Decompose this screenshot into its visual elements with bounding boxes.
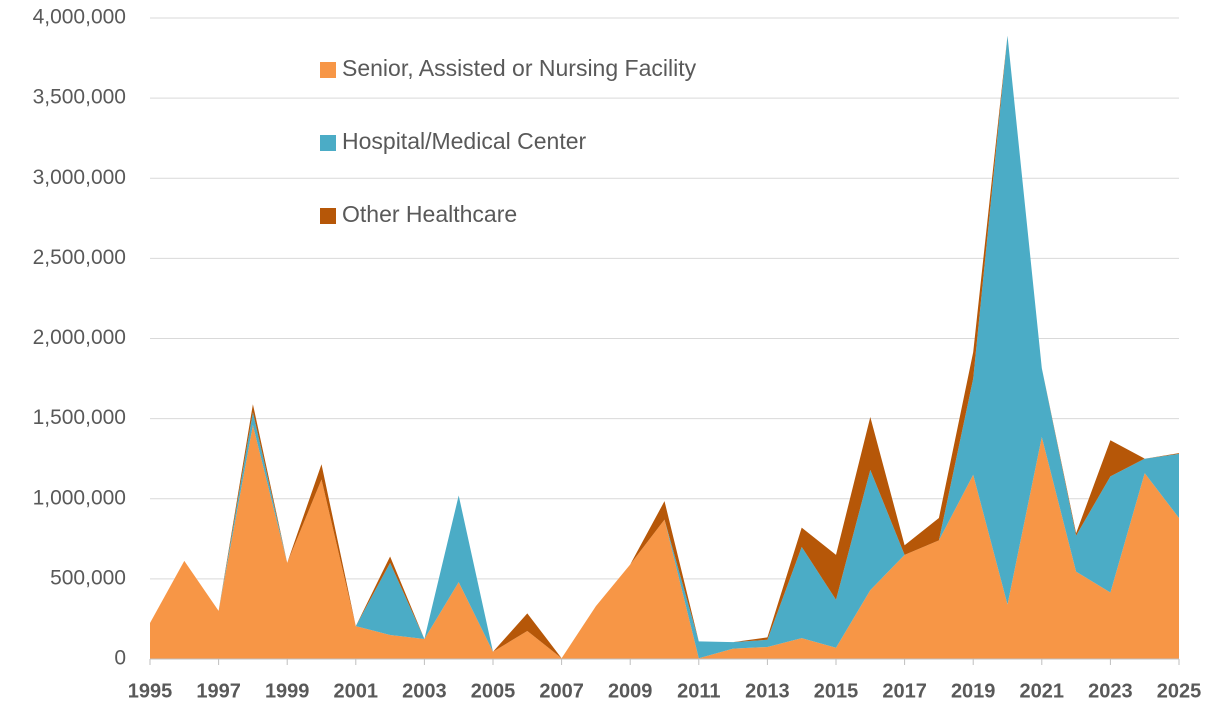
x-tick-label: 2013 [745, 680, 790, 702]
x-tick-label: 2011 [677, 680, 720, 702]
legend-label: Hospital/Medical Center [342, 128, 587, 154]
x-tick-label: 2001 [334, 680, 379, 702]
y-tick-label: 2,500,000 [33, 246, 126, 269]
x-tick-label: 2019 [951, 680, 996, 702]
legend-swatch [320, 208, 336, 224]
x-tick-label: 1999 [265, 680, 310, 702]
y-tick-label: 1,500,000 [33, 406, 126, 429]
legend-swatch [320, 135, 336, 151]
x-tick-label: 2005 [471, 680, 516, 702]
x-tick-label: 2015 [814, 680, 859, 702]
x-tick-label: 2009 [608, 680, 653, 702]
x-tick-label: 1995 [128, 680, 173, 702]
legend-swatch [320, 62, 336, 78]
x-tick-label: 2025 [1157, 680, 1202, 702]
x-tick-label: 2021 [1020, 680, 1065, 702]
y-tick-label: 4,000,000 [33, 6, 126, 29]
y-tick-label: 1,000,000 [33, 486, 126, 509]
y-tick-label: 3,000,000 [33, 166, 126, 189]
x-tick-label: 2007 [539, 680, 584, 702]
x-tick-label: 2003 [402, 680, 447, 702]
y-tick-label: 0 [114, 647, 126, 670]
x-tick-label: 2023 [1088, 680, 1133, 702]
legend-label: Senior, Assisted or Nursing Facility [342, 55, 697, 81]
area [150, 425, 1179, 659]
x-tick-label: 2017 [882, 680, 927, 702]
y-tick-label: 2,000,000 [33, 326, 126, 349]
y-tick-label: 3,500,000 [33, 86, 126, 109]
x-tick-label: 1997 [196, 680, 241, 702]
y-tick-label: 500,000 [50, 566, 126, 589]
legend-label: Other Healthcare [342, 201, 517, 227]
